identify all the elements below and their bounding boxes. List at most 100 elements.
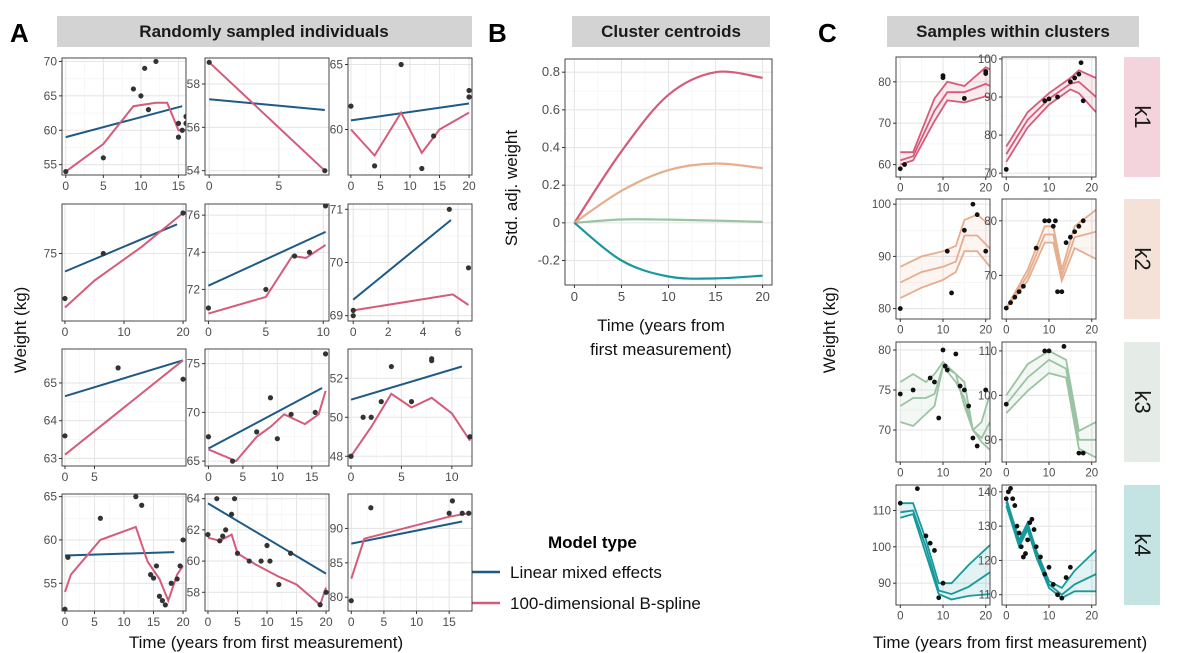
legend-label-spline: 100-dimensional B-spline (510, 594, 701, 613)
a-8-xtick-label: 5 (240, 470, 247, 484)
a-11-spline-line (207, 533, 327, 607)
c-k3-2-ytick-label: 90 (984, 435, 997, 447)
a-2-spline-line (208, 61, 326, 172)
c-k3-1-data-point (944, 367, 950, 373)
a-11-lme-line (207, 502, 327, 575)
c-k2-1-xtick-label: 10 (937, 325, 950, 337)
c-k2-1-data-point (961, 227, 967, 233)
c-k2-1-data-point (974, 212, 980, 218)
a-4-marks (62, 210, 186, 309)
a-7-data-point (62, 433, 68, 439)
c-k3-2-xtick-label: 20 (1085, 468, 1098, 480)
b-series-line-2 (573, 162, 763, 224)
a-9-panel-border (347, 348, 473, 467)
c-k3-1-ytick-label: 75 (878, 385, 891, 397)
a-6-data-point (446, 206, 452, 212)
c-k2-1-facet: 0 10 20 80 90 100 (872, 198, 992, 337)
c-k2-1-panel-border (895, 198, 991, 320)
c-k2-1-data-point (949, 290, 954, 296)
c-k3-1-data-point (974, 443, 980, 449)
c-k1-1-sample-line (900, 66, 990, 154)
a-11-xtick-label: 20 (319, 615, 333, 629)
a-10-data-point (65, 554, 71, 560)
a-3-xtick-label: 10 (403, 179, 417, 193)
a-3-xtick-label: 15 (433, 179, 447, 193)
a-12-plot-bg (348, 494, 472, 611)
a-1-ytick-label: 70 (44, 54, 58, 68)
c-k1-1-data-point (983, 69, 989, 74)
a-9-lme-line (350, 365, 463, 401)
b-series-line-3 (574, 218, 763, 224)
a-1-data-point (130, 86, 136, 92)
a-8-data-point (229, 458, 236, 464)
c-k1-2-data-point (1003, 166, 1009, 172)
c-k4-2-data-point (1012, 503, 1018, 508)
a-5-xtick-label: 0 (205, 325, 212, 339)
c-k4-1-xtick-label: 10 (937, 611, 950, 623)
c-ylabel: Weight (kg) (820, 287, 839, 374)
a-4-data-point (180, 210, 186, 216)
a-6-ytick-label: 70 (330, 256, 344, 270)
a-7-ytick-label: 65 (44, 376, 58, 390)
a-2-panel-border (204, 57, 330, 176)
a-12-data-point (446, 510, 452, 516)
c-k3-1-sample-line (899, 360, 990, 432)
a-8-xtick-label: 10 (271, 470, 285, 484)
a-12-xtick-label: 15 (442, 615, 456, 629)
a-10-marks (62, 494, 186, 611)
a-11-xtick-label: 10 (260, 615, 274, 629)
c-k2-2-sample-line (1005, 241, 1096, 309)
a-4-data-point (100, 250, 106, 257)
a-3-ytick-label: 65 (330, 58, 344, 72)
a-10-data-point (180, 537, 186, 543)
a-5-panel-border (204, 203, 330, 322)
a-8-data-point (254, 429, 260, 435)
a-12-spline-line (350, 512, 469, 580)
c-k4-1-data-point (897, 500, 903, 506)
strip-k4-label: k4 (1130, 533, 1155, 556)
c-k1-1-facet: 0 10 20 60 70 80 (878, 56, 992, 195)
a-1-xtick-label: 5 (100, 179, 107, 193)
a-12-data-point (449, 498, 456, 504)
a-12-data-point (368, 505, 374, 511)
c-k2-1-ytick-label: 80 (878, 304, 891, 316)
a-1-xtick-label: 15 (172, 179, 186, 193)
c-k1-1-xtick-label: 10 (937, 183, 950, 195)
a-10-data-point (159, 598, 165, 604)
a-6-xtick-label: 0 (350, 325, 357, 339)
a-9-data-point (429, 358, 435, 364)
c-k2-2-data-point (1020, 283, 1026, 289)
strip-k3-label: k3 (1130, 390, 1155, 413)
c-k3-2-facet: 0 10 20 90 100 110 (978, 341, 1098, 480)
c-k1-1-ytick-label: 60 (878, 160, 891, 172)
a-11-data-point (205, 531, 211, 538)
a-10-data-point (177, 563, 183, 569)
a-11-data-point (267, 558, 273, 564)
c-k1-1-data-point (902, 162, 907, 167)
c-k2-1-data-point (970, 201, 976, 207)
c-k3-1-data-point (932, 379, 937, 385)
a-11-data-point (228, 511, 235, 517)
c-k2-2-ytick-label: 80 (984, 216, 997, 228)
a-8-facet: 0 5 10 15 65 70 75 (187, 348, 330, 484)
a-3-marks (348, 61, 472, 172)
a-7-xtick-label: 5 (91, 470, 98, 484)
a-12-xtick-label: 0 (348, 615, 355, 629)
c-k3-2-panel-border (1001, 341, 1097, 463)
c-k4-2-data-point (1006, 489, 1011, 495)
a-10-ytick-label: 60 (44, 533, 58, 547)
c-k3-1-data-point (970, 435, 976, 441)
a-12-panel-border (347, 493, 473, 612)
c-k4-2-data-point (1025, 537, 1031, 543)
c-k2-2-xtick-label: 20 (1085, 325, 1098, 337)
c-k4-1-ytick-label: 110 (873, 505, 891, 517)
c-k1-2-data-point (1046, 96, 1052, 102)
c-k4-2-data-point (1033, 544, 1039, 550)
a-8-xtick-label: 15 (305, 470, 319, 484)
c-k3-1-data-point (927, 375, 933, 381)
a-8-data-point (205, 434, 212, 440)
b-marks (573, 70, 763, 280)
c-k4-1-data-point (914, 486, 920, 492)
c-k3-1-ytick-label: 80 (878, 345, 891, 357)
c-k3-1-ytick-label: 70 (878, 425, 891, 437)
